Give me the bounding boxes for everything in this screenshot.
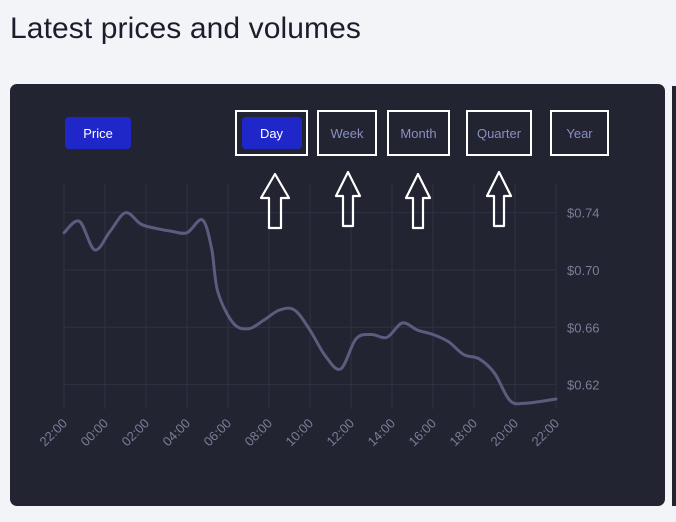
range-month-button[interactable]: Month [387, 110, 450, 156]
x-tick-label: 12:00 [324, 416, 358, 450]
x-tick-label: 22:00 [529, 416, 563, 450]
price-series-line [62, 211, 558, 406]
range-year-button[interactable]: Year [550, 110, 609, 156]
x-tick-label: 18:00 [447, 416, 481, 450]
x-tick-label: 22:00 [37, 416, 71, 450]
y-tick-label: $0.70 [567, 263, 600, 278]
y-tick-label: $0.66 [567, 320, 600, 335]
page-title: Latest prices and volumes [10, 12, 362, 45]
up-arrow-icon [334, 170, 362, 228]
price-button[interactable]: Price [65, 117, 131, 149]
x-tick-label: 00:00 [78, 416, 112, 450]
range-quarter-label: Quarter [476, 125, 522, 141]
x-tick-label: 16:00 [406, 416, 440, 450]
x-tick-label: 04:00 [160, 416, 194, 450]
range-year-label: Year [566, 125, 593, 141]
range-day-button[interactable]: Day [235, 110, 308, 156]
range-week-button[interactable]: Week [317, 110, 377, 156]
range-quarter-button[interactable]: Quarter [466, 110, 532, 156]
range-month-label: Month [400, 125, 437, 141]
chart-card: $0.74 $0.70 $0.66 $0.62 22:00 00:00 02:00 04:00… [10, 84, 665, 506]
range-day-label: Day [241, 117, 302, 149]
x-tick-label: 10:00 [283, 416, 317, 450]
x-tick-label: 02:00 [119, 416, 153, 450]
up-arrow-icon [259, 172, 291, 230]
up-arrow-icon [485, 170, 513, 228]
x-tick-label: 08:00 [242, 416, 276, 450]
y-tick-label: $0.62 [567, 378, 600, 393]
y-tick-label: $0.74 [567, 206, 600, 221]
range-week-label: Week [330, 125, 364, 141]
x-tick-label: 20:00 [488, 416, 522, 450]
adjacent-panel-edge [672, 86, 676, 506]
x-tick-label: 14:00 [365, 416, 399, 450]
up-arrow-icon [404, 172, 432, 230]
x-tick-label: 06:00 [201, 416, 235, 450]
